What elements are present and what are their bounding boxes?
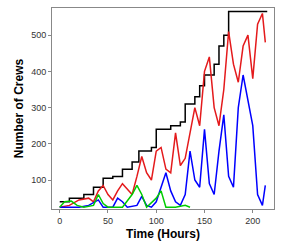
svg-text:300: 300 bbox=[31, 103, 46, 113]
svg-text:100: 100 bbox=[31, 175, 46, 185]
svg-text:50: 50 bbox=[103, 216, 113, 226]
svg-text:500: 500 bbox=[31, 30, 46, 40]
svg-text:150: 150 bbox=[197, 216, 212, 226]
svg-text:200: 200 bbox=[31, 139, 46, 149]
svg-text:100: 100 bbox=[149, 216, 164, 226]
svg-text:Time (Hours): Time (Hours) bbox=[126, 227, 200, 241]
svg-text:200: 200 bbox=[245, 216, 260, 226]
svg-text:0: 0 bbox=[57, 216, 62, 226]
svg-text:Number of Crews: Number of Crews bbox=[12, 59, 26, 159]
svg-text:400: 400 bbox=[31, 67, 46, 77]
